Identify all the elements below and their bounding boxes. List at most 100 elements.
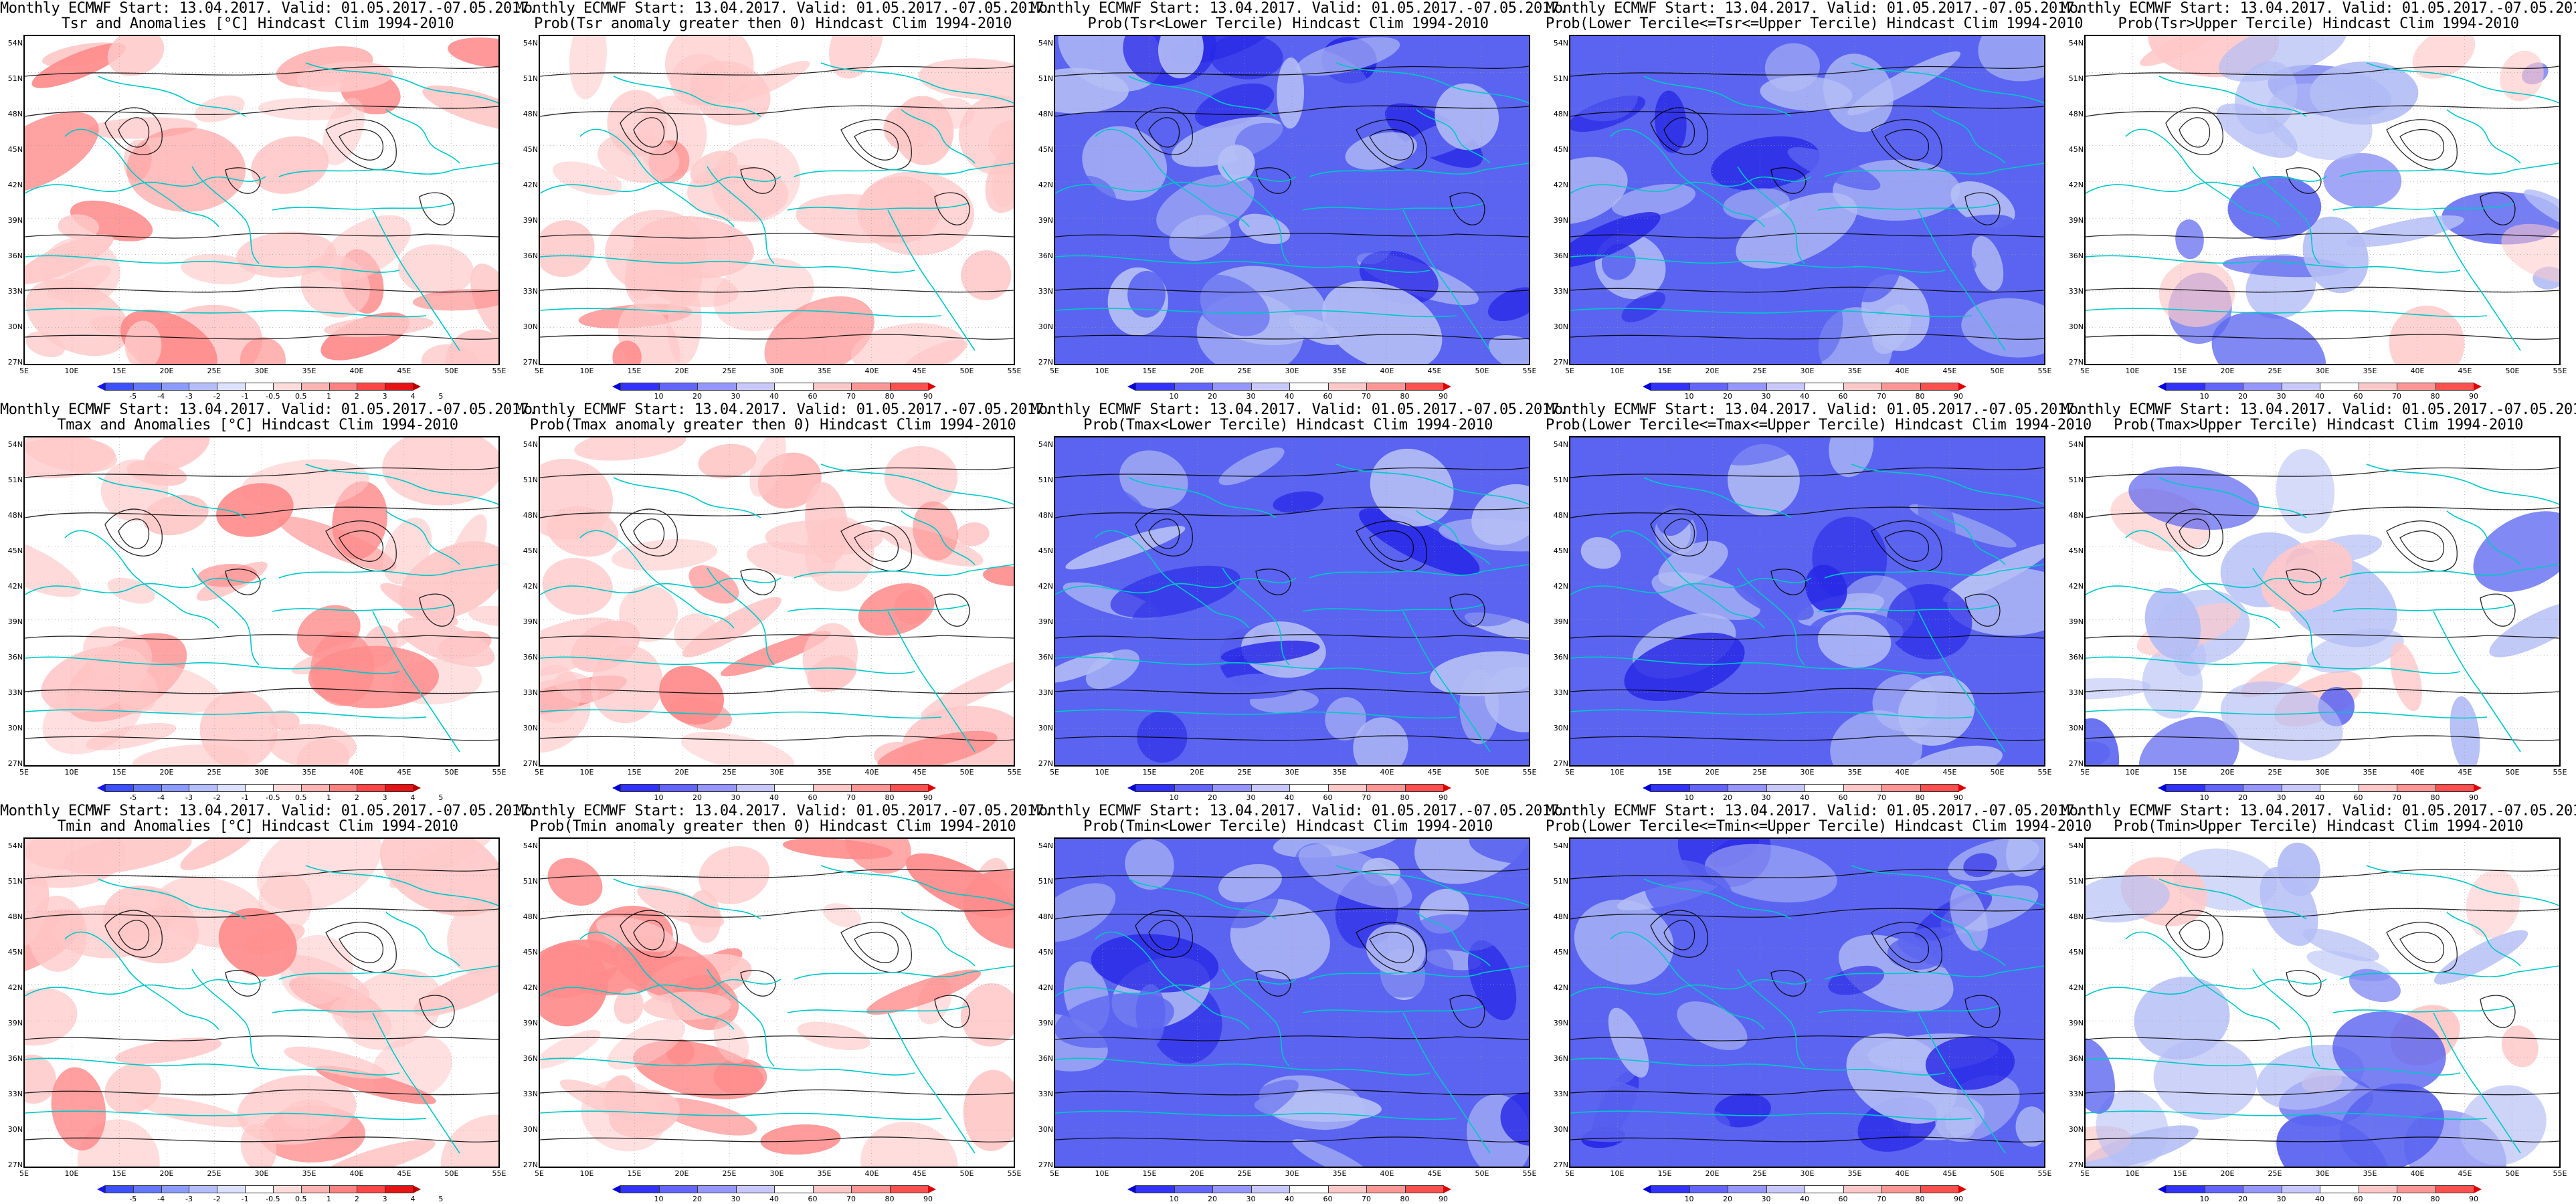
shading-patch: [918, 58, 1014, 100]
colorbar-cell: [697, 784, 737, 792]
coastline: [305, 464, 498, 505]
colorbar-tick-label: 10: [2199, 392, 2209, 401]
longitude-label: 25E: [207, 1169, 221, 1178]
colorbar-cell: [889, 784, 929, 792]
forecast-panel: Monthly ECMWF Start: 13.04.2017. Valid: …: [0, 803, 537, 1204]
colorbar-tick-label: -5: [129, 392, 137, 401]
panel-title-line1: Monthly ECMWF Start: 13.04.2017. Valid: …: [515, 803, 1052, 819]
colorbar-tick-label: -4: [157, 392, 165, 401]
map-area: [23, 436, 500, 767]
temperature-contours: [2086, 467, 2559, 741]
colorbar-tick-label: 2: [354, 793, 359, 802]
colorbar-tick-label: -4: [157, 793, 165, 802]
colorbar-cell: [245, 383, 274, 391]
latitude-label: 54N: [2068, 841, 2084, 850]
contour-line: [840, 520, 912, 572]
colorbar-tick-label: 1: [327, 793, 332, 802]
shading-patch: [397, 617, 495, 667]
colorbar-tick-label: 3: [382, 392, 387, 401]
shading-patch: [1714, 1093, 1771, 1128]
shading-patch: [448, 37, 498, 69]
colorbar-tick-label: 2: [354, 1195, 359, 1203]
shading-patch: [1750, 274, 1827, 316]
latitude-label: 54N: [1553, 841, 1568, 850]
coastline: [1643, 76, 1792, 117]
colorbar: [97, 784, 421, 792]
shading-patch: [1823, 54, 1894, 132]
longitude-label: 25E: [1237, 768, 1252, 777]
longitude-label: 40E: [1895, 367, 1910, 375]
coastline: [278, 163, 498, 177]
colorbar-cell: [697, 383, 737, 391]
shading-patch: [296, 738, 350, 765]
shading-patch: [1398, 589, 1474, 642]
latitude-label: 42N: [2068, 181, 2084, 189]
contour-line: [339, 931, 383, 963]
colorbar-tick-label: 30: [1761, 793, 1771, 802]
longitude-label: 20E: [1705, 768, 1720, 777]
longitude-label: 55E: [1007, 367, 1022, 375]
longitude-label: 20E: [2220, 768, 2235, 777]
panel-title-line2: Prob(Tsr anomaly greater then 0) Hindcas…: [534, 15, 1012, 32]
shading-patch: [905, 853, 1014, 918]
colorbar-tick-label: 5: [438, 793, 444, 802]
contour-line: [2086, 105, 2559, 117]
colorbar-cell: [1212, 383, 1252, 391]
colorbar: [2158, 784, 2482, 792]
colorbar-tick-label: 70: [846, 1195, 856, 1203]
coastline: [1570, 656, 1946, 674]
colorbar-cell: [812, 784, 852, 792]
coastline: [2433, 611, 2521, 752]
latitude-label: 36N: [7, 252, 23, 260]
shading-patch: [1476, 438, 1517, 474]
colorbar-tick-label: 20: [2238, 1195, 2247, 1203]
temperature-contours: [1055, 467, 1529, 741]
shading-patch: [860, 1121, 958, 1167]
coastline: [1416, 912, 1491, 967]
contour-line: [2165, 107, 2223, 155]
colorbar-cell: [1920, 784, 1959, 792]
coastline: [98, 477, 246, 518]
map-field: [2086, 36, 2559, 364]
longitude-label: 10E: [64, 367, 79, 375]
longitude-label: 35E: [1332, 768, 1347, 777]
contour-line: [1055, 334, 1529, 340]
colorbar-tick-label: 80: [2430, 392, 2440, 401]
coastline: [372, 1012, 460, 1154]
coastline: [25, 308, 427, 318]
colorbar-cell: [697, 1185, 737, 1193]
temperature-contours: [540, 66, 1014, 340]
coastline: [2086, 1058, 2461, 1076]
temperature-contours: [1570, 66, 2044, 340]
contour-line: [540, 868, 1014, 880]
coastline: [2086, 1110, 2488, 1120]
shading-patch: [2266, 83, 2373, 161]
coastline: [613, 76, 761, 117]
contour-line: [2480, 192, 2516, 225]
contour-line: [1369, 530, 1414, 562]
shading-patch: [1570, 212, 1661, 268]
longitude-label: 45E: [912, 367, 927, 375]
colorbar-tick-label: 60: [808, 1195, 818, 1203]
colorbar-cell: [385, 784, 413, 792]
panel-title-line1: Monthly ECMWF Start: 13.04.2017. Valid: …: [515, 401, 1052, 418]
longitude-label: 40E: [864, 1169, 879, 1178]
colorbar-tick-label: 90: [1439, 1195, 1448, 1203]
map-area: [539, 35, 1015, 365]
colorbar-tick-label: 80: [885, 793, 895, 802]
longitude-label: 50E: [1990, 367, 2005, 375]
map-area: [2084, 436, 2561, 767]
latitude-label: 27N: [2068, 358, 2084, 367]
colorbar-cell: [1728, 784, 1767, 792]
shading-patch: [540, 1029, 601, 1069]
shading-patch: [552, 161, 622, 196]
colorbar-extend-high: [1443, 784, 1451, 792]
contour-line: [225, 167, 261, 194]
shading-patch: [2096, 1090, 2169, 1167]
shading-patch: [324, 316, 434, 338]
temperature-contours: [25, 868, 498, 1142]
colorbar-cell: [1651, 383, 1690, 391]
colorbar-cell: [132, 1185, 162, 1193]
colorbar-cell: [1651, 1185, 1690, 1193]
coastlines: [540, 865, 1014, 1154]
